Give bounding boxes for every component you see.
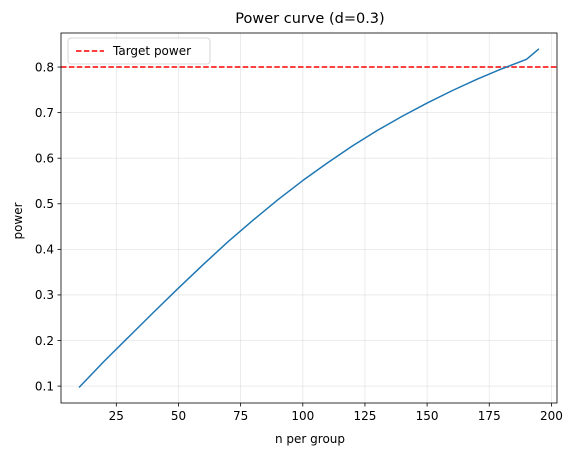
x-axis-ticks: 25 50 75 100 125 150 175 200 (109, 403, 563, 423)
y-tick-label: 0.3 (35, 288, 54, 302)
x-tick-label: 175 (478, 409, 501, 423)
y-axis-ticks: 0.1 0.2 0.3 0.4 0.5 0.6 0.7 0.8 (35, 60, 61, 393)
y-tick-label: 0.8 (35, 60, 54, 74)
x-tick-label: 25 (109, 409, 124, 423)
y-tick-label: 0.2 (35, 334, 54, 348)
x-tick-label: 75 (233, 409, 248, 423)
series-group (78, 48, 540, 388)
x-tick-label: 125 (353, 409, 376, 423)
x-tick-label: 150 (416, 409, 439, 423)
y-tick-label: 0.7 (35, 106, 54, 120)
chart-title: Power curve (d=0.3) (235, 11, 384, 27)
x-tick-label: 200 (540, 409, 563, 423)
legend-box (67, 37, 211, 65)
y-tick-label: 0.1 (35, 379, 54, 393)
x-axis-label: n per group (275, 432, 345, 446)
legend-label-target-power: Target power (112, 44, 191, 58)
y-tick-label: 0.6 (35, 152, 54, 166)
y-tick-label: 0.4 (35, 243, 54, 257)
y-axis-label: power (11, 202, 25, 239)
y-tick-label: 0.5 (35, 197, 54, 211)
power-curve-line (78, 48, 540, 388)
x-tick-label: 50 (171, 409, 186, 423)
grid-lines (61, 33, 557, 403)
plot-frame (60, 32, 558, 404)
x-tick-label: 100 (291, 409, 314, 423)
legend: Target power (67, 37, 211, 65)
